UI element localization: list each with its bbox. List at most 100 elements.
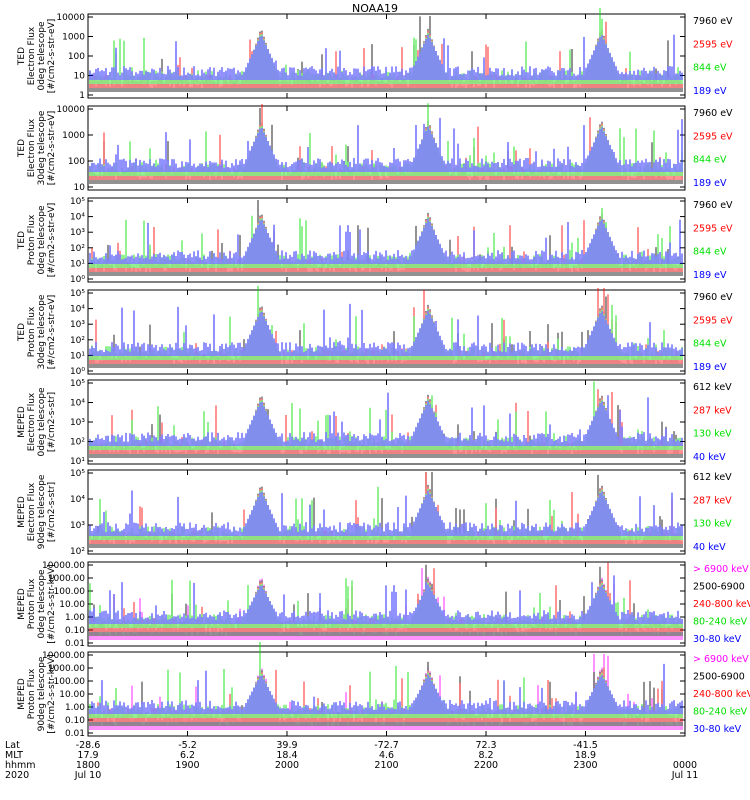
panel-mep_p_0: 10000.00 1000.00 100.00 10.00 1.00 0.10 0.01 ME…: [17, 561, 750, 649]
y-label-line: MEPED: [17, 496, 27, 528]
y-tick-label: 10²: [70, 547, 85, 557]
y-tick-label: 1: [79, 91, 85, 101]
y-axis-label: TED Electron Flux 30deg telescope [#/cm2-s-…: [17, 110, 57, 185]
legend-entry: 287 keV: [693, 495, 732, 506]
y-tick-label: 10⁴: [70, 305, 85, 315]
legend-entry: 80-240 keV: [693, 617, 748, 628]
y-label-line: 30deg telescope: [37, 294, 47, 369]
y-axis-label: MEPED Proton Flux 0deg telescope [#/cm2-s-s…: [17, 564, 57, 643]
y-axis-label: TED Proton Flux 0deg telescope [#/cm2-s-str…: [17, 203, 57, 278]
panel-ted_e_0: 10000 1000 100 10 1 TED Electron Flux 0deg tele…: [17, 8, 733, 101]
y-label-line: 30deg telescope: [37, 110, 47, 185]
trace-3: [89, 303, 683, 356]
y-label-line: TED: [17, 47, 27, 66]
legend-entry: 40 keV: [693, 452, 726, 463]
y-tick-label: 100: [68, 52, 85, 62]
y-tick-label: 10⁴: [70, 213, 85, 223]
y-tick-label: 0.01: [65, 639, 85, 649]
legend-entry: 844 eV: [693, 63, 727, 74]
legend-entry: 2595 eV: [693, 131, 733, 142]
y-label-line: Electron Flux: [27, 26, 37, 85]
data-traces: [89, 200, 683, 276]
trace-3: [89, 218, 683, 264]
y-label-line: 0deg telescope: [37, 569, 47, 639]
y-label-line: Electron Flux: [27, 118, 37, 177]
y-tick-label: 0.10: [65, 626, 85, 636]
y-label-line: [#/cm2-s-str-keV]: [47, 564, 57, 643]
trace-2: [89, 103, 683, 176]
legend-entry: 240-800 keV: [693, 599, 750, 610]
legend-entry: 30-80 keV: [693, 724, 742, 735]
x-tick-label-mlt: 8.2: [478, 750, 493, 761]
y-axis-label: MEPED Electron Flux 0deg telescope [#/cm2-s…: [17, 387, 57, 457]
trace-4: [89, 663, 683, 714]
y-tick-label: 10000: [56, 13, 85, 23]
legend-entry: 612 keV: [693, 472, 732, 483]
x-tick-label-lat: 72.3: [475, 740, 496, 751]
trace-3: [89, 117, 683, 172]
y-tick-label: 1000.00: [48, 664, 85, 674]
y-tick-label: 10000.00: [42, 561, 85, 571]
y-tick-label: 10.00: [59, 600, 85, 610]
legend-entry: 130 keV: [693, 519, 732, 530]
panel-ted_e_30: 10000 1000 100 10 TED Electron Flux 30deg tele…: [17, 103, 733, 193]
x-tick-label-mlt: 4.6: [379, 750, 394, 761]
legend-entry: 7960 eV: [693, 16, 733, 27]
y-tick-label: 100.00: [54, 587, 86, 597]
legend-entry: > 6900 keV: [693, 564, 749, 575]
legend-entry: 844 eV: [693, 247, 727, 258]
x-row-label: Lat: [5, 740, 20, 751]
y-tick-label: 10⁵: [70, 469, 85, 479]
y-label-line: 0deg telescope: [37, 205, 47, 275]
legend-entry: 7960 eV: [693, 292, 733, 303]
trace-3: [89, 392, 683, 446]
legend-entry: 189 eV: [693, 362, 727, 373]
x-tick-label-lat: -41.5: [573, 740, 598, 751]
y-axis-label: MEPED Electron Flux 90deg telescope [#/cm2-…: [17, 474, 57, 549]
y-tick-label: 10³: [70, 320, 85, 330]
y-tick-label: 10²: [70, 244, 85, 254]
y-label-line: Proton Flux: [27, 214, 37, 265]
data-traces: [89, 8, 683, 92]
y-tick-label: 10: [74, 183, 86, 193]
legend-entry: 844 eV: [693, 339, 727, 350]
trace-4: [89, 575, 683, 624]
x-tick-label-mlt: 18.9: [575, 750, 596, 761]
x-tick-label-lat: 39.9: [276, 740, 297, 751]
y-tick-label: 10¹: [70, 457, 85, 467]
y-tick-label: 10³: [70, 418, 85, 428]
x-tick-label-date: Jul 10: [74, 770, 102, 781]
legend-entry: 7960 eV: [693, 200, 733, 211]
y-tick-label: 10.00: [59, 690, 85, 700]
y-tick-label: 1000.00: [48, 574, 85, 584]
y-label-line: [#/cm2-s-str]: [47, 482, 57, 542]
trace-3: [89, 490, 683, 536]
data-traces: [89, 103, 683, 184]
y-tick-label: 100.00: [54, 677, 86, 687]
x-tick-label-lat: -28.6: [76, 740, 101, 751]
x-tick-label-mlt: 17.9: [77, 750, 98, 761]
data-traces: [89, 642, 683, 730]
legend-entry: 30-80 keV: [693, 634, 742, 645]
legend-entry: 240-800 keV: [693, 689, 750, 700]
legend-entry: 80-240 keV: [693, 707, 748, 718]
y-tick-label: 10000: [56, 105, 85, 115]
x-tick-label-hhmm: 0000: [673, 760, 697, 771]
y-label-line: [#/cm2-s-str-keV]: [47, 654, 57, 733]
y-tick-label: 10⁰: [70, 275, 85, 285]
data-traces: [89, 381, 683, 458]
y-label-line: Electron Flux: [27, 482, 37, 541]
y-tick-label: 10²: [70, 336, 85, 346]
x-tick-label-hhmm: 2300: [573, 760, 597, 771]
y-tick-label: 10¹: [70, 351, 85, 361]
panel-ted_p_30: 10⁵ 10⁴ 10³ 10² 10¹ 10⁰ TED Proton Flux 30deg te…: [17, 285, 733, 377]
legend-entry: 2500-6900: [693, 672, 745, 683]
panel-mep_e_0: 10⁵ 10⁴ 10³ 10² 10¹ MEPED Electron Flux 0deg te…: [17, 379, 732, 467]
y-label-line: 90deg telescope: [37, 474, 47, 549]
trace-3: [89, 34, 683, 80]
y-label-line: TED: [17, 139, 27, 158]
y-tick-label: 100: [68, 157, 85, 167]
y-tick-label: 1.00: [65, 703, 85, 713]
y-tick-label: 10⁴: [70, 399, 85, 409]
